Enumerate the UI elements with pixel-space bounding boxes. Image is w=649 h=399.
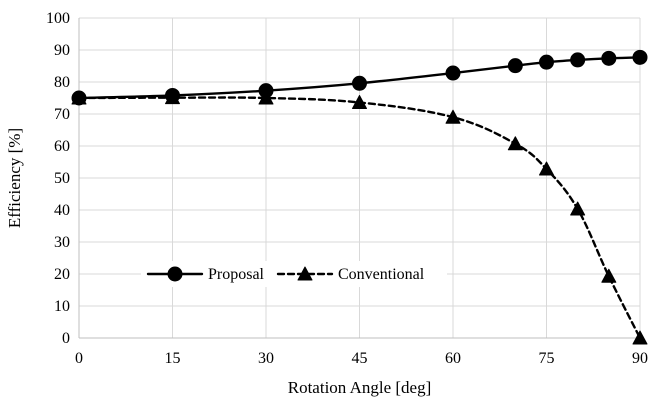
y-tick-label: 20 <box>54 266 70 283</box>
legend-label-conventional: Conventional <box>338 266 425 283</box>
axis-layer: 0 10 20 30 40 50 60 70 80 90 100 0 15 30 45 60 75 90 <box>46 10 648 367</box>
data-point-conventional <box>258 90 274 105</box>
series-line-conventional <box>77 96 642 340</box>
y-tick-label: 30 <box>54 234 70 251</box>
y-tick-label: 80 <box>54 74 70 91</box>
x-tick-label: 45 <box>352 350 368 367</box>
legend-item-proposal: Proposal <box>146 266 265 283</box>
data-point-conventional <box>71 90 87 105</box>
x-tick-label: 75 <box>539 350 555 367</box>
data-point-conventional <box>601 268 617 283</box>
x-tick-label: 60 <box>445 350 461 367</box>
legend-item-conventional: Conventional <box>276 266 425 283</box>
data-point-proposal <box>445 65 461 81</box>
data-point-proposal <box>601 50 617 66</box>
y-tick-label: 70 <box>54 106 70 123</box>
legend-marker-proposal <box>167 266 183 282</box>
data-point-proposal <box>507 58 523 74</box>
x-tick-label: 15 <box>165 350 181 367</box>
data-point-conventional <box>352 94 367 109</box>
data-point-conventional <box>632 330 648 345</box>
series-layer <box>71 49 648 345</box>
data-point-proposal <box>632 49 648 65</box>
data-point-conventional <box>539 161 554 176</box>
y-tick-label: 100 <box>46 10 70 27</box>
x-tick-label: 90 <box>632 350 648 367</box>
data-point-conventional <box>445 109 461 124</box>
data-point-proposal <box>570 52 586 68</box>
y-tick-label: 90 <box>54 42 70 59</box>
data-point-conventional <box>570 201 586 216</box>
data-point-conventional <box>507 136 523 151</box>
y-tick-label: 60 <box>54 138 70 155</box>
data-point-proposal <box>352 75 367 91</box>
y-axis-title: Efficiency [%] <box>5 128 24 228</box>
legend: Proposal Conventional <box>141 261 447 287</box>
y-tick-label: 50 <box>54 170 70 187</box>
series-conventional <box>71 90 648 345</box>
y-tick-label: 10 <box>54 298 70 315</box>
y-tick-label: 0 <box>62 330 70 347</box>
series-proposal <box>71 49 648 106</box>
data-point-proposal <box>539 54 554 70</box>
x-tick-label: 30 <box>258 350 274 367</box>
x-tick-label: 0 <box>75 350 83 367</box>
legend-label-proposal: Proposal <box>208 266 265 283</box>
x-axis-title: Rotation Angle [deg] <box>288 378 432 397</box>
legend-marker-conventional <box>297 266 313 281</box>
y-tick-label: 40 <box>54 202 70 219</box>
data-point-conventional <box>165 90 180 105</box>
